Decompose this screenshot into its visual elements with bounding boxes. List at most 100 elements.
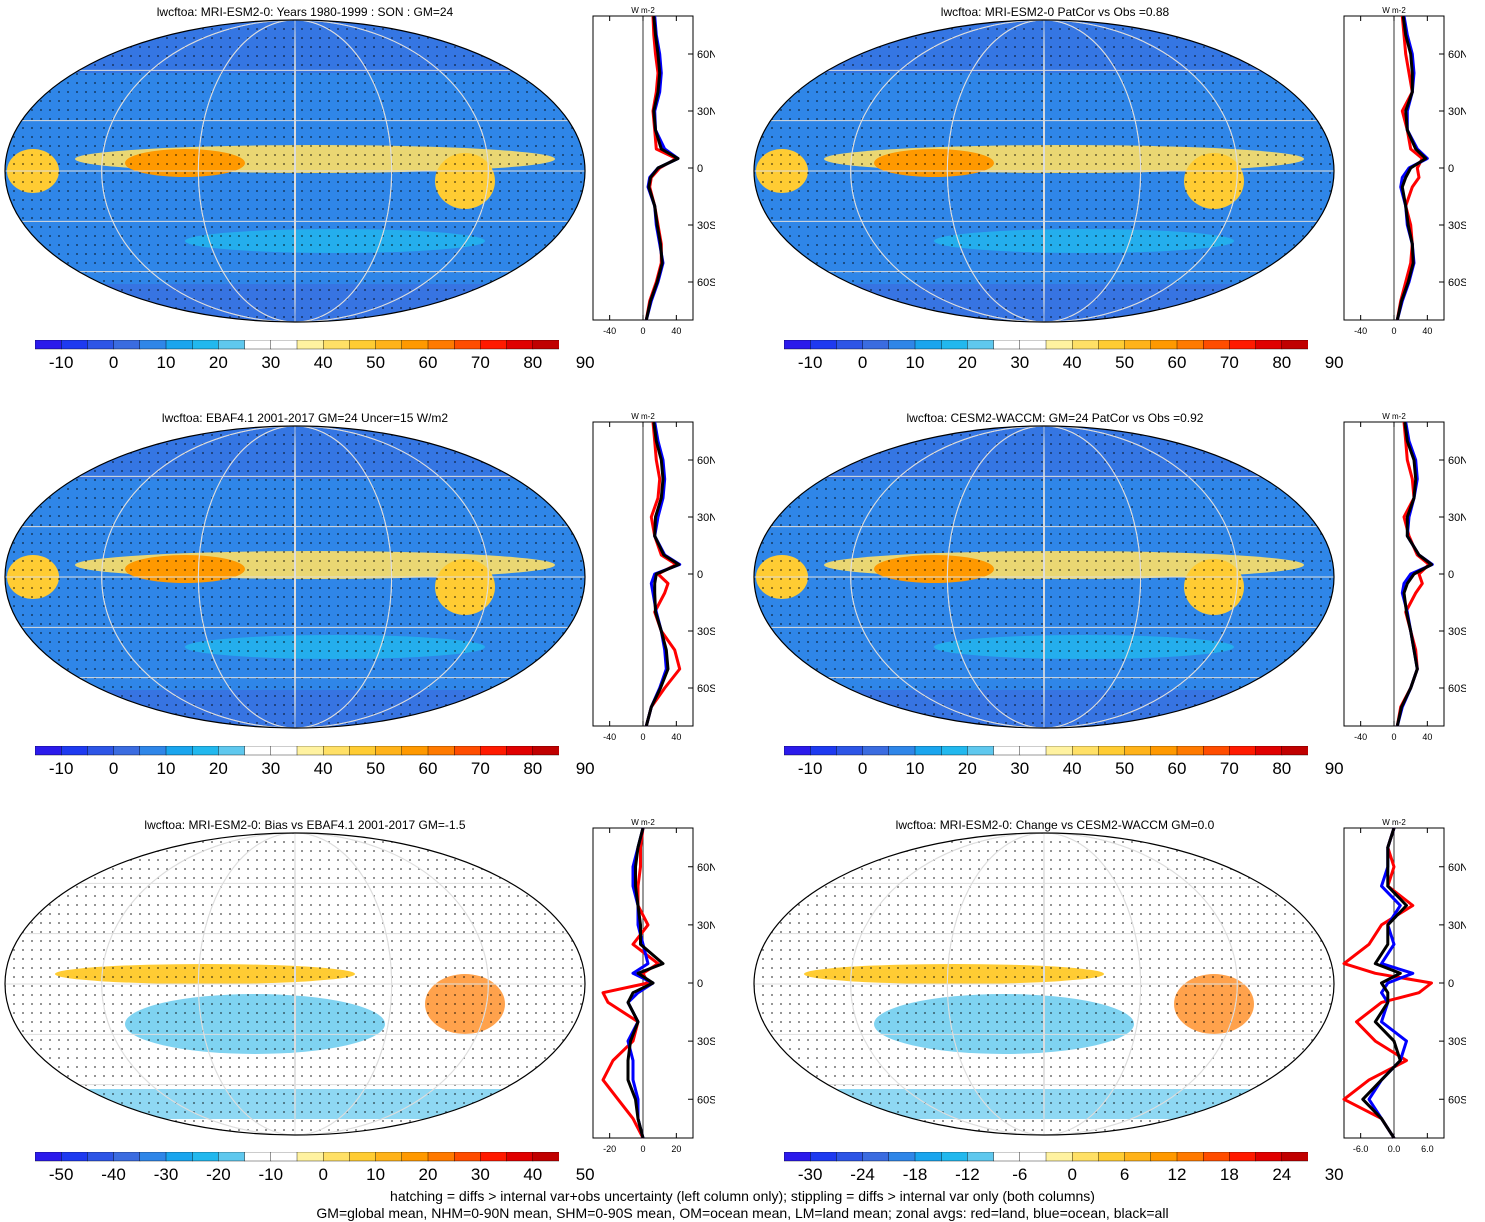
colorbar-swatch <box>35 340 62 350</box>
colorbar-swatch <box>1176 746 1204 756</box>
zonal-x-label: 0 <box>1391 326 1396 336</box>
colorbar-swatch <box>862 746 890 756</box>
colorbar-swatch <box>1072 1152 1099 1162</box>
colorbar-tick-label: 20 <box>957 353 977 372</box>
colorbar-tick-label: 60 <box>1167 759 1187 778</box>
colorbar-cesm2-waccm: -10 0 10 20 30 40 50 60 70 80 90 <box>784 746 1344 786</box>
zonal-x-label: 0 <box>1391 732 1396 742</box>
colorbar-swatch <box>1229 746 1257 756</box>
longitude-gridline <box>101 20 489 322</box>
panel-title-change: lwcftoa: MRI-ESM2-0: Change vs CESM2-WAC… <box>895 818 1215 832</box>
footer-note-line2: GM=global mean, NHM=0-90N mean, SHM=0-90… <box>316 1205 1169 1221</box>
colorbar-tick-label: 80 <box>1272 759 1292 778</box>
zonal-plot-cesm2-waccm: W m-2 60N 30N 0 30S 60S -40 0 40 <box>1343 412 1466 742</box>
zonal-lat-label: 60S <box>697 1094 715 1106</box>
colorbar-tick-label: 50 <box>575 1165 595 1184</box>
colorbar-tick-label: 30 <box>470 1165 490 1184</box>
colorbar-swatch <box>532 340 559 350</box>
colorbar-swatch <box>87 340 115 350</box>
colorbar-swatch <box>836 746 864 756</box>
map-border <box>4 19 586 323</box>
colorbar-swatch <box>940 340 968 350</box>
colorbar-change: -30 -24 -18 -12 -6 0 6 12 18 24 30 <box>784 1152 1344 1192</box>
zonal-lat-label: 0 <box>697 569 703 581</box>
colorbar-swatch <box>427 340 455 350</box>
colorbar-swatch <box>888 340 916 350</box>
colorbar-swatch <box>940 1152 968 1162</box>
colorbar-tick-label: 50 <box>1115 759 1135 778</box>
colorbar-swatch <box>1255 746 1283 756</box>
colorbar-swatch <box>401 1152 429 1162</box>
colorbar-tick-label: -24 <box>850 1165 875 1184</box>
colorbar-tick-label: 20 <box>418 1165 438 1184</box>
colorbar-swatch <box>1176 340 1204 350</box>
colorbar-swatch <box>244 1152 272 1162</box>
longitude-gridline <box>197 833 393 1135</box>
colorbar-swatch <box>218 1152 246 1162</box>
colorbar-swatch <box>862 1152 890 1162</box>
colorbar-swatch <box>165 1152 193 1162</box>
colorbar-tick-label: -12 <box>955 1165 980 1184</box>
colorbar-swatch <box>191 340 219 350</box>
panel-title-mri-patcor: lwcftoa: MRI-ESM2-0 PatCor vs Obs =0.88 <box>940 5 1170 19</box>
zonal-plot-mri-patcor: W m-2 60N 30N 0 30S 60S -40 0 40 <box>1343 6 1466 336</box>
colorbar-swatch <box>993 340 1021 350</box>
colorbar-tick-label: 80 <box>523 759 543 778</box>
zonal-line-all <box>644 421 681 727</box>
colorbar-tick-label: 0 <box>108 353 119 372</box>
colorbar-swatch <box>1124 746 1152 756</box>
zonal-x-label: -40 <box>1354 732 1367 742</box>
colorbar-swatch <box>532 1152 559 1162</box>
zonal-lat-label: 30N <box>1448 106 1466 118</box>
colorbar-swatch <box>296 1152 324 1162</box>
longitude-gridline <box>850 426 1238 728</box>
colorbar-tick-label: 40 <box>313 353 333 372</box>
panel-title-bias: lwcftoa: MRI-ESM2-0: Bias vs EBAF4.1 200… <box>144 818 466 832</box>
zonal-unit-label: W m-2 <box>631 412 655 421</box>
colorbar-swatch <box>427 1152 455 1162</box>
zonal-plot-mri-climatology: W m-2 60N 30N 0 30S 60S -40 0 40 <box>592 6 715 336</box>
zonal-lat-label: 30N <box>1448 512 1466 524</box>
colorbar-tick-label: 70 <box>1219 759 1239 778</box>
colorbar-swatch <box>296 746 324 756</box>
colorbar-swatch <box>1019 746 1047 756</box>
colorbar-mri-patcor: -10 0 10 20 30 40 50 60 70 80 90 <box>784 340 1344 380</box>
zonal-unit-label: W m-2 <box>1382 6 1406 15</box>
colorbar-tick-label: 10 <box>905 759 925 778</box>
colorbar-tick-label: -30 <box>797 1165 823 1184</box>
colorbar-mri-climatology: -10 0 10 20 30 40 50 60 70 80 90 <box>35 340 595 380</box>
colorbar-swatch <box>914 746 942 756</box>
colorbar-swatch <box>1281 746 1308 756</box>
colorbar-tick-label: 90 <box>575 759 595 778</box>
map-border <box>753 19 1335 323</box>
colorbar-swatch <box>940 746 968 756</box>
colorbar-tick-label: 20 <box>957 759 977 778</box>
colorbar-swatch <box>810 1152 837 1162</box>
colorbar-tick-label: 0 <box>857 353 868 372</box>
longitude-gridline <box>946 833 1142 1135</box>
colorbar-swatch <box>61 340 88 350</box>
colorbar-swatch <box>87 1152 115 1162</box>
zonal-lat-label: 60S <box>697 277 715 289</box>
colorbar-swatch <box>454 746 481 756</box>
colorbar-swatch <box>914 1152 942 1162</box>
colorbar-swatch <box>270 746 298 756</box>
panel-title-ebaf-obs: lwcftoa: EBAF4.1 2001-2017 GM=24 Uncer=1… <box>161 411 449 425</box>
zonal-unit-label: W m-2 <box>1382 818 1406 827</box>
colorbar-tick-label: 10 <box>156 353 176 372</box>
zonal-lat-label: 0 <box>1448 978 1454 990</box>
zonal-lat-label: 60S <box>697 683 715 695</box>
colorbar-swatch <box>784 340 811 350</box>
zonal-lat-label: 60N <box>1448 455 1466 467</box>
zonal-lat-label: 60N <box>697 862 715 874</box>
colorbar-swatch <box>1045 746 1073 756</box>
colorbar-tick-label: 40 <box>1062 353 1082 372</box>
colorbar-swatch <box>914 340 942 350</box>
colorbar-swatch <box>1098 1152 1126 1162</box>
colorbar-tick-label: 90 <box>1324 759 1344 778</box>
zonal-line-all <box>1395 421 1433 727</box>
colorbar-swatch <box>784 1152 811 1162</box>
zonal-lat-label: 60N <box>697 49 715 61</box>
longitude-gridline <box>101 426 489 728</box>
colorbar-swatch <box>375 340 403 350</box>
